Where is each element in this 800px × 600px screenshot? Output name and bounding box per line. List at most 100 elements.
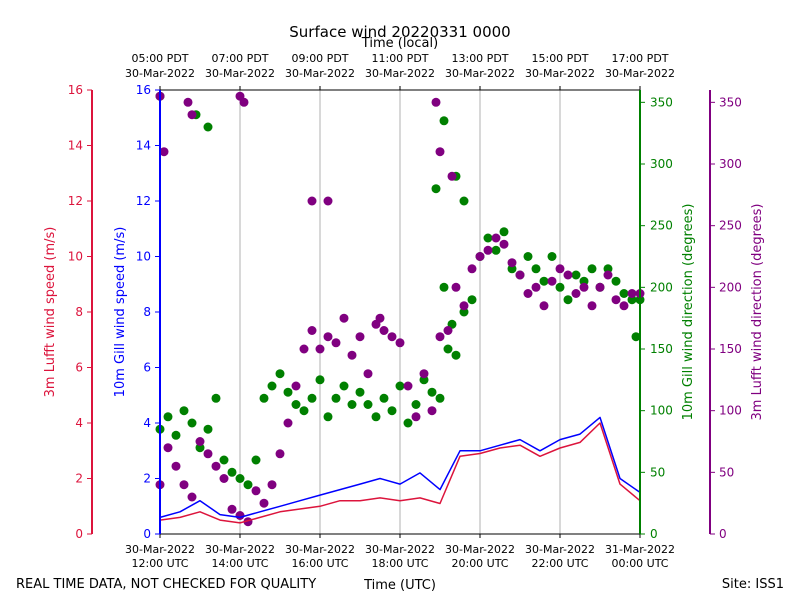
10m-gill-wind-direction-point [547, 252, 557, 261]
gill-direction-tick-label: 150 [650, 342, 673, 356]
bottom-tick-time: 20:00 UTC [451, 557, 508, 570]
lufft-direction-tick-label: 300 [719, 157, 742, 171]
bottom-tick-date: 30-Mar-2022 [285, 543, 355, 556]
10m-gill-wind-direction-point [627, 295, 637, 305]
lufft-speed-tick-label: 10 [68, 250, 83, 264]
3m-lufft-wind-direction-point [483, 245, 493, 255]
top-tick-date: 30-Mar-2022 [525, 67, 595, 80]
top-tick-time: 05:00 PDT [131, 52, 188, 65]
10m-gill-wind-direction-point [611, 276, 621, 286]
top-tick-time: 15:00 PDT [531, 52, 588, 65]
gill-direction-points [155, 91, 645, 490]
3m-lufft-wind-direction-point [171, 461, 181, 471]
10m-gill-wind-direction-point [259, 393, 269, 403]
3m-lufft-wind-direction-point [563, 270, 573, 280]
bottom-tick-date: 30-Mar-2022 [125, 543, 195, 556]
3m-lufft-wind-direction-point [387, 332, 397, 342]
3m-lufft-wind-direction-point [267, 480, 277, 490]
3m-lufft-wind-direction-point [555, 264, 565, 274]
3m-lufft-wind-direction-point [475, 252, 485, 261]
3m-lufft-wind-direction-point [379, 326, 389, 335]
top-tick-time: 17:00 PDT [611, 52, 668, 65]
10m-gill-wind-direction-point [219, 455, 229, 465]
3m-lufft-wind-direction-point [323, 332, 333, 342]
10m-gill-wind-direction-point [603, 264, 613, 274]
10m-gill-wind-direction-point [163, 412, 173, 422]
3m-lufft-wind-direction-point [187, 110, 197, 120]
10m-gill-wind-direction-point [371, 412, 381, 422]
10m-gill-wind-direction-point [339, 381, 349, 391]
10m-gill-wind-direction-point [171, 430, 181, 440]
10m-gill-wind-direction-point [227, 467, 237, 477]
lufft-direction-axis-label: 3m Lufft wind direction (degrees) [750, 204, 765, 421]
lufft-direction-tick-label: 0 [719, 527, 727, 541]
3m-lufft-wind-direction-point [451, 282, 461, 292]
lufft-direction-tick-label: 150 [719, 342, 742, 356]
lufft-direction-tick-label: 350 [719, 95, 742, 109]
10m-gill-wind-direction-point [299, 406, 309, 416]
gill-direction-tick-label: 300 [650, 157, 673, 171]
10m-gill-wind-direction-point [379, 393, 389, 403]
3m-lufft-wind-direction-point [579, 282, 589, 292]
bottom-tick-date: 30-Mar-2022 [365, 543, 435, 556]
3m-lufft-wind-direction-point [507, 258, 517, 268]
bottom-tick-time: 00:00 UTC [611, 557, 668, 570]
10m-gill-wind-direction-point [483, 233, 493, 243]
3m-lufft-wind-direction-point [431, 97, 441, 107]
top-tick-time: 11:00 PDT [371, 52, 428, 65]
lufft-speed-tick-label: 16 [68, 83, 83, 97]
3m-lufft-wind-direction-point [619, 301, 629, 311]
lufft-speed-axis-label: 3m Lufft wind speed (m/s) [43, 227, 58, 398]
3m-lufft-wind-direction-point [159, 147, 169, 157]
3m-lufft-wind-direction-point [187, 492, 197, 502]
3m-lufft-wind-direction-point [347, 350, 357, 360]
3m-lufft-wind-direction-point [323, 196, 333, 206]
bottom-tick-time: 22:00 UTC [531, 557, 588, 570]
10m-gill-wind-direction-point [291, 400, 301, 409]
top-tick-date: 30-Mar-2022 [125, 67, 195, 80]
3m-lufft-wind-direction-point [587, 301, 597, 311]
10m-gill-wind-direction-point [203, 424, 213, 434]
10m-gill-wind-direction-point [235, 474, 245, 483]
3m-lufft-wind-direction-point [571, 289, 581, 298]
10m-gill-wind-direction-point [467, 295, 477, 305]
3m-lufft-wind-direction-point [259, 498, 269, 508]
3m-lufft-wind-direction-point [419, 369, 429, 379]
3m-lufft-wind-direction-point [627, 289, 637, 298]
3m-lufft-wind-direction-point [539, 301, 549, 311]
3m-lufft-wind-direction-point [291, 381, 301, 391]
3m-lufft-wind-direction-point [595, 282, 605, 292]
3m-lufft-wind-direction-point [183, 97, 193, 107]
bottom-tick-date: 31-Mar-2022 [605, 543, 675, 556]
3m-lufft-wind-direction-point [531, 282, 541, 292]
top-tick-date: 30-Mar-2022 [445, 67, 515, 80]
3m-lufft-wind-direction-point [603, 270, 613, 280]
3m-lufft-wind-direction-point [435, 147, 445, 157]
bottom-tick-time: 18:00 UTC [371, 557, 428, 570]
3m-lufft-wind-direction-point [283, 418, 293, 428]
site-label: Site: ISS1 [722, 577, 784, 592]
10m-gill-wind-direction-point [431, 184, 441, 194]
gill-speed-tick-label: 14 [136, 139, 151, 153]
bottom-tick-date: 30-Mar-2022 [445, 543, 515, 556]
10m-gill-wind-direction-point [443, 344, 453, 354]
10m-gill-wind-direction-point [307, 393, 317, 403]
3m-lufft-wind-direction-point [251, 486, 261, 496]
3m-lufft-wind-direction-point [447, 171, 457, 181]
top-tick-date: 30-Mar-2022 [605, 67, 675, 80]
10m-gill-wind-speed-line [159, 416, 641, 519]
10m-gill-wind-direction-point [439, 116, 449, 126]
3m-lufft-wind-direction-point [299, 344, 309, 354]
10m-gill-wind-direction-point [203, 122, 213, 132]
10m-gill-wind-direction-point [411, 400, 421, 409]
10m-gill-wind-direction-point [243, 480, 253, 490]
10m-gill-wind-direction-point [211, 393, 221, 403]
3m-lufft-wind-direction-point [307, 326, 317, 335]
10m-gill-wind-direction-point [459, 196, 469, 206]
3m-lufft-wind-direction-point [499, 239, 509, 249]
gill-direction-axis-label: 10m Gill wind direction (degrees) [681, 204, 696, 421]
10m-gill-wind-direction-point [363, 400, 373, 409]
chart-axes [87, 86, 715, 538]
10m-gill-wind-direction-point [451, 350, 461, 360]
